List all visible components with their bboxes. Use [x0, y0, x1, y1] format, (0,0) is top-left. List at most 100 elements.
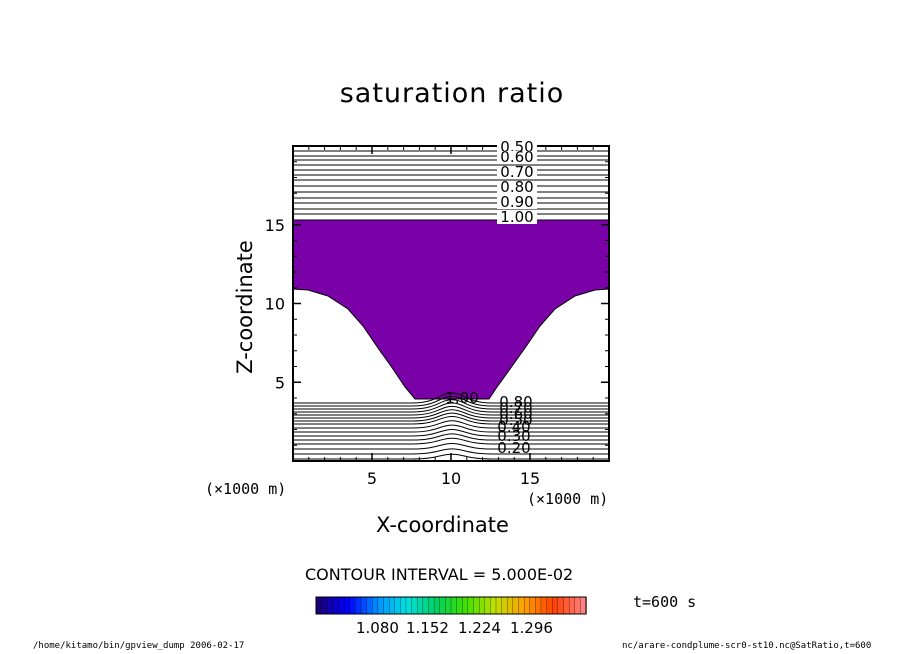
colorbar-tick-label: 1.296 — [510, 619, 553, 637]
contour-label-upper: 0.90 — [500, 193, 533, 211]
colorbar-cell — [411, 596, 418, 615]
colorbar-cell — [540, 596, 548, 615]
footer-left: /home/kitamo/bin/gpview_dump 2006-02-17 — [33, 641, 245, 651]
x-tick-label: 5 — [367, 469, 377, 488]
contour-line-lower — [293, 443, 609, 450]
colorbar-cell — [484, 596, 492, 615]
contour-label-upper: 0.60 — [500, 148, 533, 166]
contour-label-lower: 0.50 — [499, 411, 532, 429]
supersaturated-region — [292, 219, 610, 400]
colorbar-cell — [400, 596, 407, 615]
colorbar-frame — [315, 596, 587, 615]
contour-label-bg — [497, 141, 537, 154]
colorbar-cell — [388, 596, 396, 615]
colorbar-cell — [557, 596, 565, 615]
contour-label-bg — [497, 196, 537, 209]
contour-line-lower — [293, 437, 609, 445]
contour-line-lower — [293, 428, 609, 437]
contour-line-lower — [293, 395, 609, 407]
colorbar-cell — [343, 596, 351, 615]
time-label: t=600 s — [633, 593, 697, 611]
colorbar-cell — [473, 596, 480, 615]
contour-label-bg — [497, 211, 537, 224]
y-axis-label: Z-coordinate — [233, 240, 257, 374]
contour-label-upper: 0.80 — [500, 178, 533, 196]
x-tick-label: 15 — [520, 469, 540, 488]
colorbar-cell — [377, 596, 385, 615]
y-axis-unit: (×1000 m) — [205, 480, 287, 498]
colorbar-cell — [490, 596, 497, 615]
colorbar-cell — [445, 596, 452, 615]
colorbar-cell — [501, 596, 508, 615]
colorbar-cell — [321, 596, 328, 615]
colorbar-cell — [315, 596, 323, 615]
colorbar-labels: 1.080 1.152 1.224 1.296 — [300, 619, 600, 639]
contour-line-lower — [293, 415, 609, 425]
contour-line-lower — [293, 405, 609, 416]
contour-line-lower — [293, 392, 609, 404]
colorbar-cell — [523, 596, 531, 615]
colorbar-cell — [450, 596, 458, 615]
colorbar-cell — [360, 596, 368, 615]
contour-labels: 0.500.600.700.800.901.001.00 0.800.700.60… — [445, 138, 537, 457]
contour-label-lower: 0.20 — [497, 439, 530, 457]
colorbar-cell — [518, 596, 525, 615]
contour-line-lower — [293, 433, 609, 441]
colorbar-cell — [355, 596, 362, 615]
colorbar-cell — [529, 596, 537, 615]
contour-label-bg — [497, 181, 537, 194]
shaded-area — [292, 219, 610, 400]
contour-label-lower: 0.80 — [499, 393, 532, 411]
colorbar-cell — [349, 596, 357, 615]
contour-line-lower — [293, 424, 609, 433]
colorbar-cell — [366, 596, 373, 615]
colorbar-cell — [456, 596, 463, 615]
colorbar-cell — [332, 596, 340, 615]
colorbar-cell — [563, 596, 570, 615]
contour-line-lower — [293, 409, 609, 419]
axis-ticks: 5 10 15 5 10 15 — [265, 146, 609, 488]
colorbar-cell — [439, 596, 447, 615]
colorbar-cell — [478, 596, 486, 615]
contour-label-bg — [497, 166, 537, 179]
contour-interval: CONTOUR INTERVAL = 5.000E-02 — [305, 565, 574, 584]
contour-line-lower — [293, 453, 609, 460]
colorbar-cell — [372, 596, 379, 615]
colorbar — [315, 596, 587, 615]
colorbar-cell — [495, 596, 503, 615]
colorbar-cell — [383, 596, 390, 615]
chart-title: saturation ratio — [339, 78, 565, 109]
colorbar-cell — [507, 596, 514, 615]
colorbar-tick-label: 1.224 — [458, 619, 501, 637]
colorbar-cell — [552, 596, 559, 615]
contour-label-lower: 1.00 — [445, 389, 478, 407]
y-tick-label: 10 — [265, 295, 285, 314]
contour-label-lower: 0.30 — [497, 427, 530, 445]
contour-line-lower — [293, 420, 609, 429]
colorbar-cell — [327, 596, 334, 615]
contour-label-bg — [497, 151, 537, 164]
colorbar-cell — [535, 596, 542, 615]
contour-label-upper: 1.00 — [500, 208, 533, 226]
x-axis-unit: (×1000 m) — [527, 490, 609, 508]
colorbar-cell — [422, 596, 430, 615]
x-tick-label: 10 — [441, 469, 461, 488]
colorbar-cell — [417, 596, 424, 615]
colorbar-cell — [512, 596, 520, 615]
contour-label-upper: 0.70 — [500, 163, 533, 181]
y-tick-label: 15 — [265, 216, 285, 235]
colorbar-cell — [433, 596, 441, 615]
colorbar-cell — [462, 596, 469, 615]
colorbar-tick-label: 1.080 — [356, 619, 399, 637]
footer-right: nc/arare-condplume-scr0-st10.nc@SatRatio… — [622, 641, 872, 651]
colorbar-cell — [428, 596, 435, 615]
contour-label-lower: 0.60 — [499, 405, 532, 423]
contour-label-lower: 0.40 — [497, 418, 530, 436]
x-axis-label: X-coordinate — [376, 513, 509, 537]
contour-label-lower: 0.70 — [499, 399, 532, 417]
y-tick-label: 5 — [275, 373, 285, 392]
colorbar-cell — [405, 596, 413, 615]
colorbar-cell — [338, 596, 345, 615]
contour-line-lower — [293, 412, 609, 422]
